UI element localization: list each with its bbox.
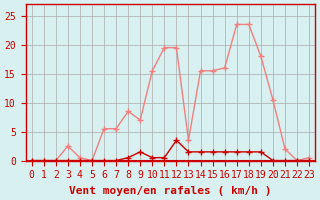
- X-axis label: Vent moyen/en rafales ( km/h ): Vent moyen/en rafales ( km/h ): [69, 186, 272, 196]
